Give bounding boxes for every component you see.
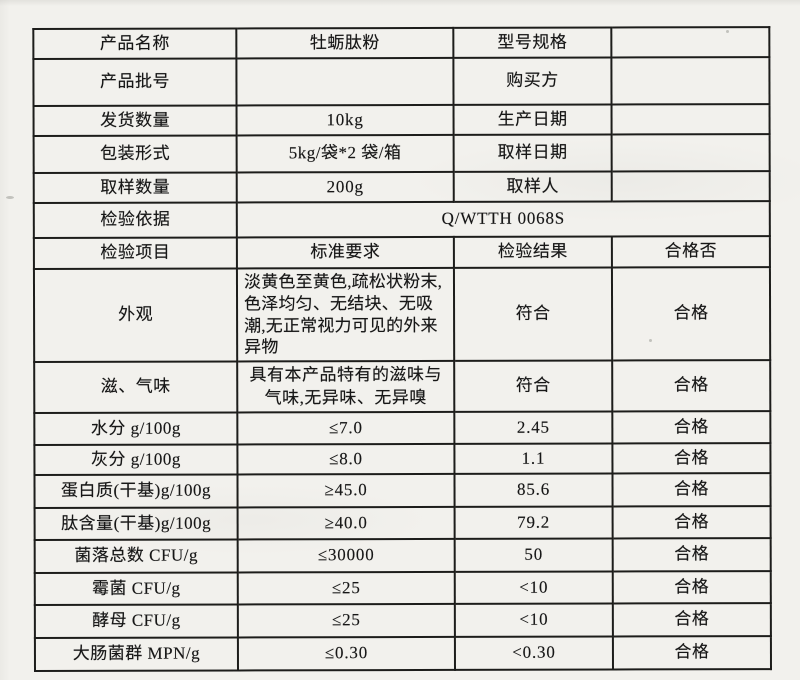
table-row: 取样数量 200g 取样人 (33, 171, 770, 203)
info-label-cell: 取样数量 (33, 172, 237, 203)
table-row: 滋、气味 具有本产品特有的滋味与气味,无异味、无异嗅 符合 合格 (34, 360, 771, 413)
test-result-cell: 符合 (454, 360, 613, 412)
test-standard-cell: ≥40.0 (237, 506, 455, 540)
info-value-cell: 牡蛎肽粉 (236, 27, 454, 59)
info-label-cell: 发货数量 (33, 105, 237, 136)
test-result-cell: <0.30 (454, 636, 613, 670)
test-result-cell: 85.6 (454, 473, 613, 507)
info-label-cell: 购买方 (453, 57, 612, 105)
test-pass-cell: 合格 (612, 411, 771, 444)
test-result-cell: 79.2 (454, 506, 613, 539)
test-pass-cell: 合格 (612, 636, 771, 670)
test-item-cell: 菌落总数 CFU/g (34, 539, 238, 573)
table-row-basis: 检验依据 Q/WTTH 0068S (33, 201, 770, 238)
table-row: 酵母 CFU/g ≤25 <10 合格 (34, 603, 771, 638)
test-pass-cell: 合格 (611, 267, 771, 361)
info-label-cell: 包装形式 (33, 135, 237, 173)
scan-speck (649, 339, 652, 342)
table-row: 大肠菌群 MPN/g ≤0.30 <0.30 合格 (34, 636, 771, 671)
test-result-cell: 1.1 (454, 443, 613, 474)
table-row: 产品名称 牡蛎肽粉 型号规格 (33, 27, 770, 59)
info-value-cell (611, 27, 770, 58)
test-item-cell: 滋、气味 (34, 361, 238, 413)
test-result-cell: <10 (454, 571, 613, 604)
info-value-cell: 10kg (236, 104, 454, 136)
test-item-cell: 霉菌 CFU/g (34, 572, 238, 605)
test-item-cell: 水分 g/100g (34, 412, 238, 445)
test-standard-cell: ≤30000 (237, 538, 455, 573)
info-label-cell: 取样日期 (453, 134, 612, 172)
test-pass-cell: 合格 (612, 538, 771, 572)
info-value-cell: 200g (236, 171, 454, 203)
test-result-cell: 符合 (453, 267, 613, 361)
test-standard-cell: ≤0.30 (237, 636, 455, 671)
table-row: 霉菌 CFU/g ≤25 <10 合格 (34, 571, 771, 605)
test-standard-cell: ≤25 (237, 571, 455, 605)
scan-speck (6, 196, 14, 199)
test-standard-cell: ≤25 (237, 603, 455, 638)
table-row: 肽含量(干基)g/100g ≥40.0 79.2 合格 (34, 506, 771, 540)
test-result-cell: 2.45 (454, 411, 613, 444)
test-standard-cell: 淡黄色至黄色,疏松状粉末,色泽均匀、无结块、无吸潮,无正常视力可见的外来异物 (236, 267, 455, 362)
table-header-row: 检验项目 标准要求 检验结果 合格否 (33, 236, 770, 269)
info-value-cell (611, 134, 770, 172)
test-pass-cell: 合格 (612, 506, 771, 539)
test-pass-cell: 合格 (612, 473, 771, 507)
header-result-cell: 检验结果 (453, 236, 612, 268)
info-value-cell (611, 104, 770, 135)
test-result-cell: 50 (454, 538, 613, 572)
table-row: 菌落总数 CFU/g ≤30000 50 合格 (34, 538, 771, 573)
test-standard-cell: ≤7.0 (237, 411, 455, 445)
inspection-report-table: 产品名称 牡蛎肽粉 型号规格 产品批号 购买方 发货数量 10kg 生产日期 包… (32, 26, 772, 672)
test-item-cell: 外观 (33, 268, 238, 362)
test-standard-cell: 具有本产品特有的滋味与气味,无异味、无异嗅 (237, 360, 455, 413)
test-standard-cell: ≤8.0 (237, 443, 455, 475)
info-value-cell (236, 57, 454, 106)
info-label-cell: 取样人 (453, 171, 612, 202)
test-item-cell: 灰分 g/100g (34, 444, 238, 475)
info-label-cell: 产品名称 (33, 28, 237, 59)
test-item-cell: 大肠菌群 MPN/g (34, 637, 238, 671)
scan-speck (726, 30, 729, 33)
test-pass-cell: 合格 (612, 443, 771, 474)
test-item-cell: 酵母 CFU/g (34, 604, 238, 638)
info-value-cell (611, 171, 770, 202)
info-label-cell: 产品批号 (33, 58, 237, 106)
info-label-cell: 型号规格 (453, 27, 612, 58)
test-pass-cell: 合格 (612, 603, 771, 637)
table-row: 灰分 g/100g ≤8.0 1.1 合格 (34, 443, 771, 475)
info-label-cell: 生产日期 (453, 104, 612, 135)
test-item-cell: 蛋白质(干基)g/100g (34, 474, 238, 508)
basis-label-cell: 检验依据 (33, 202, 237, 238)
test-pass-cell: 合格 (612, 571, 771, 604)
info-value-cell: 5kg/袋*2 袋/箱 (236, 134, 454, 173)
header-item-cell: 检验项目 (33, 237, 237, 269)
basis-value-cell: Q/WTTH 0068S (236, 201, 770, 238)
table-row: 蛋白质(干基)g/100g ≥45.0 85.6 合格 (34, 473, 771, 508)
test-result-cell: <10 (454, 603, 613, 637)
header-pass-cell: 合格否 (611, 236, 770, 268)
header-standard-cell: 标准要求 (236, 236, 454, 269)
table-row: 外观 淡黄色至黄色,疏松状粉末,色泽均匀、无结块、无吸潮,无正常视力可见的外来异… (33, 267, 771, 362)
test-pass-cell: 合格 (612, 360, 771, 412)
table-row: 包装形式 5kg/袋*2 袋/箱 取样日期 (33, 134, 770, 173)
table-row: 产品批号 购买方 (33, 57, 770, 106)
test-standard-cell: ≥45.0 (237, 473, 455, 508)
table-row: 发货数量 10kg 生产日期 (33, 104, 770, 136)
table-row: 水分 g/100g ≤7.0 2.45 合格 (34, 411, 771, 445)
test-item-cell: 肽含量(干基)g/100g (34, 507, 238, 540)
info-value-cell (611, 57, 770, 105)
